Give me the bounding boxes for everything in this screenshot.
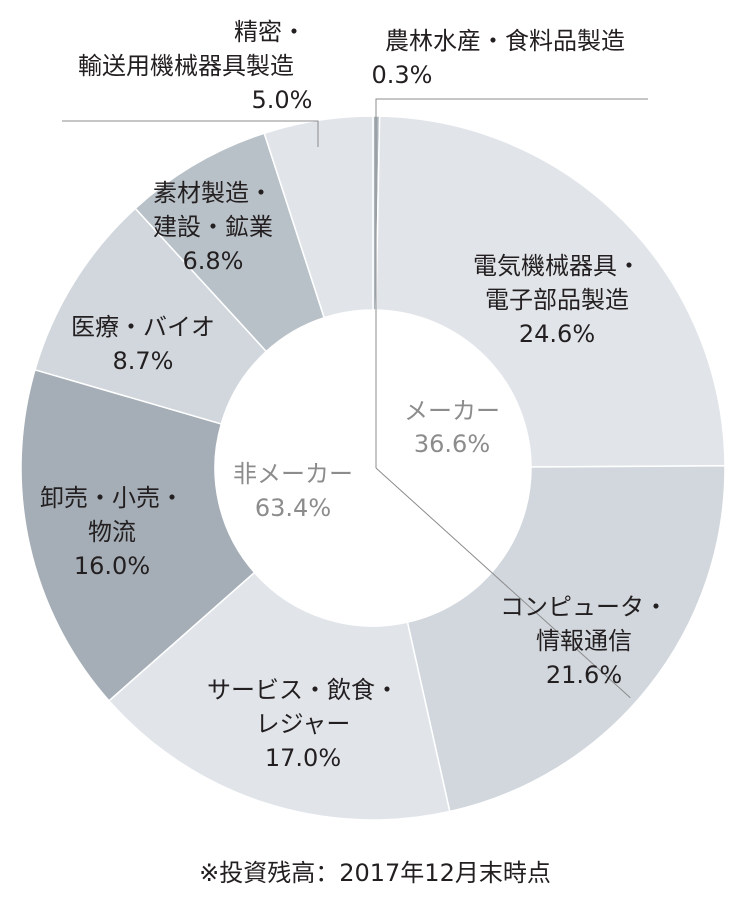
slice-category-label-0: 農林水産・食料品製造: [385, 27, 625, 55]
slice-category-label-6: 素材製造・: [153, 179, 273, 207]
slice-category-label-6: 建設・鉱業: [153, 213, 273, 241]
leader-lines: [62, 98, 648, 699]
group-value-maker: 36.6%: [414, 430, 490, 458]
group-label-non-maker: 非メーカー: [233, 460, 353, 488]
group-label-maker: メーカー: [404, 397, 500, 425]
slice-category-label-1: 電子部品製造: [485, 286, 629, 314]
slice-category-label-7: 精密・: [234, 18, 306, 46]
slice-category-label-4: 卸売・小売・: [40, 484, 184, 512]
group-value-non-maker: 63.4%: [255, 494, 331, 522]
slice-value-label-6: 6.8%: [183, 247, 244, 275]
slice-value-label-0: 0.3%: [372, 61, 433, 89]
slice-value-label-5: 8.7%: [113, 347, 174, 375]
slice-value-label-1: 24.6%: [519, 320, 595, 348]
slice-1: [375, 115, 726, 468]
slice-category-label-1: 電気機械器具・: [473, 252, 641, 280]
slice-value-label-7: 5.0%: [252, 86, 313, 114]
slice-value-label-3: 17.0%: [265, 744, 341, 772]
slice-category-label-2: コンピュータ・: [500, 593, 668, 621]
slice-value-label-4: 16.0%: [74, 552, 150, 580]
slice-labels: 農林水産・食料品製造 0.3% 電気機械器具・電子部品製造 24.6% コンピュータ・情…: [40, 18, 668, 772]
slice-category-label-7: 輸送用機械器具製造: [78, 52, 294, 80]
group-boundary-line: [375, 467, 631, 699]
donut-slices: [20, 115, 726, 821]
leader-line-food: [375, 98, 648, 131]
slice-7: [263, 115, 374, 319]
slice-4: [20, 368, 256, 702]
slice-category-label-3: レジャー: [256, 710, 351, 738]
slice-2: [406, 465, 726, 813]
slice-value-label-2: 21.6%: [546, 661, 622, 689]
slice-category-label-4: 物流: [88, 518, 136, 546]
slice-3: [107, 571, 451, 821]
slice-category-label-5: 医療・バイオ: [71, 313, 215, 341]
slice-category-label-3: サービス・飲食・: [207, 676, 399, 704]
footnote: ※投資残高：2017年12月末時点: [199, 859, 551, 887]
leader-line-precision: [62, 120, 319, 147]
slice-category-label-2: 情報通信: [536, 627, 632, 655]
